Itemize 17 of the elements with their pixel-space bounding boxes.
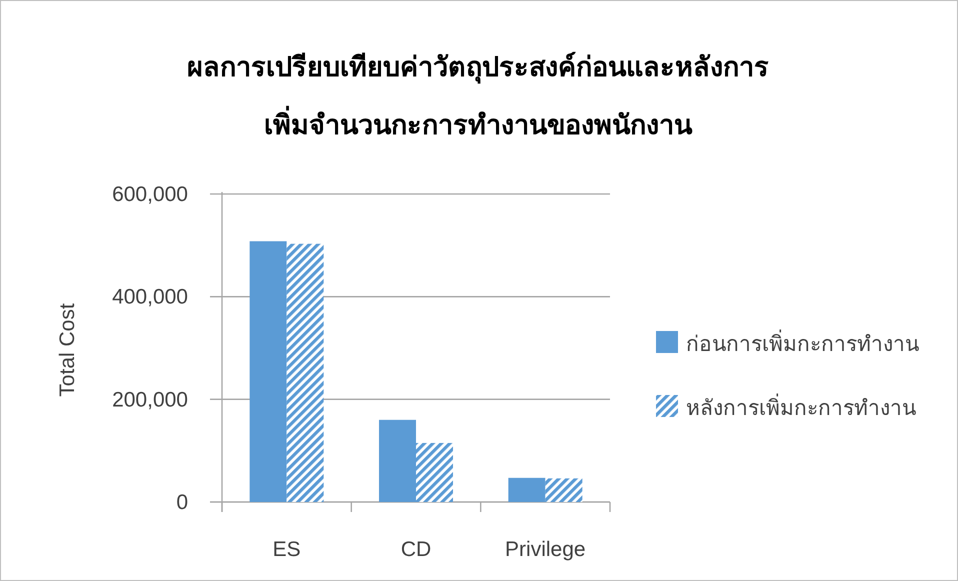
y-axis-title: Total Cost <box>56 303 79 397</box>
x-tick-label: Privilege <box>505 538 586 561</box>
bar <box>545 478 582 502</box>
y-tick-label: 200,000 <box>112 388 188 412</box>
bar <box>416 442 453 502</box>
x-tick-label: ES <box>272 538 301 561</box>
y-tick-label: 600,000 <box>112 183 188 206</box>
legend-label: ก่อนการเพิ่มกะการทำงาน <box>686 329 919 356</box>
x-tick-label: CD <box>400 538 432 561</box>
title: ผลการเปรียบเทียบค่าวัตถุประสงค์ก่อนและหลังการเพิ่มจำนวนกะการทำงานของพนักงาน <box>186 50 770 142</box>
bar <box>508 478 546 502</box>
bar <box>286 244 324 502</box>
y-tick-label: 0 <box>176 491 188 514</box>
legend-label: หลังการเพิ่มกะการทำงาน <box>686 393 916 420</box>
y-tick-label: 400,000 <box>112 286 188 309</box>
bar <box>379 420 416 502</box>
bar <box>250 241 287 502</box>
